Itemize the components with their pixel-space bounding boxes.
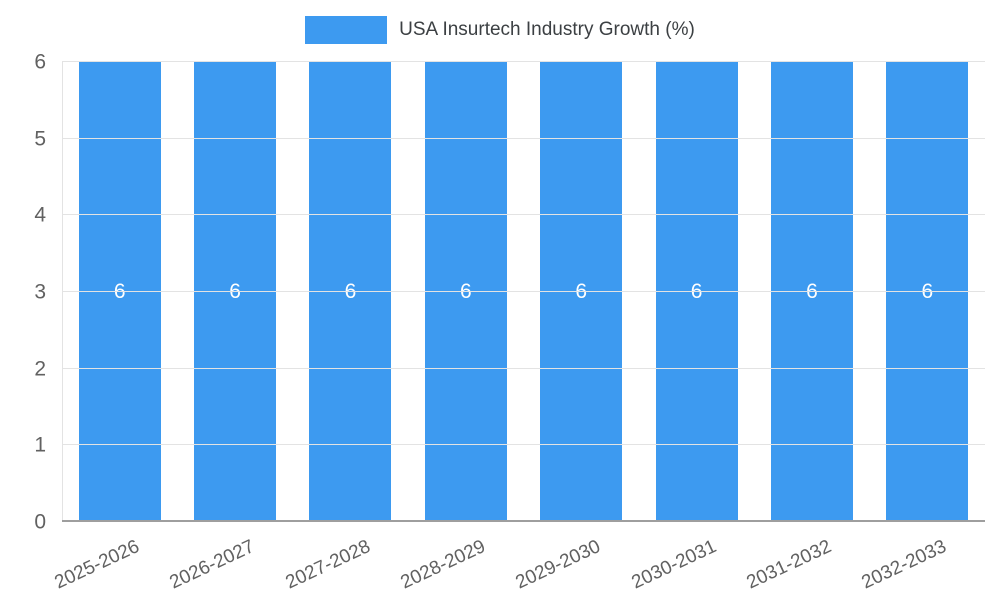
x-axis: 2025-2026 2026-2027 2027-2028 2028-2029 2029… <box>51 524 985 600</box>
bar: 6 <box>309 62 392 522</box>
y-tick-label: 1 <box>34 433 46 457</box>
x-tick-label: 2031-2032 <box>743 536 835 594</box>
plot-area: 6 6 6 6 6 6 6 6 0 1 2 3 4 5 6 <box>34 52 985 533</box>
bar-value-label: 6 <box>79 280 161 304</box>
x-tick-label: 2029-2030 <box>512 536 605 594</box>
gridline <box>62 137 985 139</box>
x-tick-label: 2026-2027 <box>166 536 258 594</box>
bar-cell: 6 <box>62 62 177 522</box>
bar: 6 <box>655 62 738 522</box>
bar: 6 <box>770 62 853 522</box>
bar-cell: 6 <box>754 62 869 522</box>
x-tick-label: 2028-2029 <box>397 536 489 594</box>
bar-value-label: 6 <box>309 280 391 304</box>
y-tick-label: 5 <box>34 127 46 151</box>
bar-value-label: 6 <box>194 280 276 304</box>
bar: 6 <box>194 62 277 522</box>
bar-value-label: 6 <box>886 280 968 304</box>
x-tick-label: 2030-2031 <box>628 536 720 594</box>
y-tick-label: 4 <box>34 203 46 227</box>
bar-cell: 6 <box>524 62 639 522</box>
y-tick-label: 2 <box>34 357 46 381</box>
legend-swatch-icon <box>305 16 388 44</box>
bar-cell: 6 <box>408 62 523 522</box>
bar-cell: 6 <box>177 62 292 522</box>
bar-value-label: 6 <box>656 280 738 304</box>
y-tick-label: 3 <box>34 280 46 304</box>
gridline <box>62 367 985 369</box>
x-tick-label: 2032-2033 <box>858 536 951 594</box>
bar: 6 <box>886 62 969 522</box>
y-axis-line <box>62 62 63 522</box>
bar: 6 <box>540 62 623 522</box>
bar-cell: 6 <box>639 62 754 522</box>
bar: 6 <box>78 62 161 522</box>
chart-legend[interactable]: USA Insurtech Industry Growth (%) <box>0 15 1000 45</box>
bar-cell: 6 <box>870 62 985 522</box>
legend-label: USA Insurtech Industry Growth (%) <box>399 19 695 40</box>
x-axis-line <box>62 520 985 522</box>
gridline <box>62 61 985 62</box>
gridline <box>62 444 985 446</box>
y-tick-label: 0 <box>34 510 46 534</box>
bar: 6 <box>424 62 507 522</box>
bars-group: 6 6 6 6 6 6 6 6 <box>62 62 985 522</box>
bar-value-label: 6 <box>771 280 853 304</box>
x-tick-label: 2027-2028 <box>282 536 374 594</box>
gridline <box>62 214 985 216</box>
bar-value-label: 6 <box>540 280 622 304</box>
bar-value-label: 6 <box>425 280 507 304</box>
gridline <box>62 291 985 292</box>
bar-cell: 6 <box>293 62 408 522</box>
y-tick-label: 6 <box>34 50 46 74</box>
x-tick-label: 2025-2026 <box>51 536 143 594</box>
